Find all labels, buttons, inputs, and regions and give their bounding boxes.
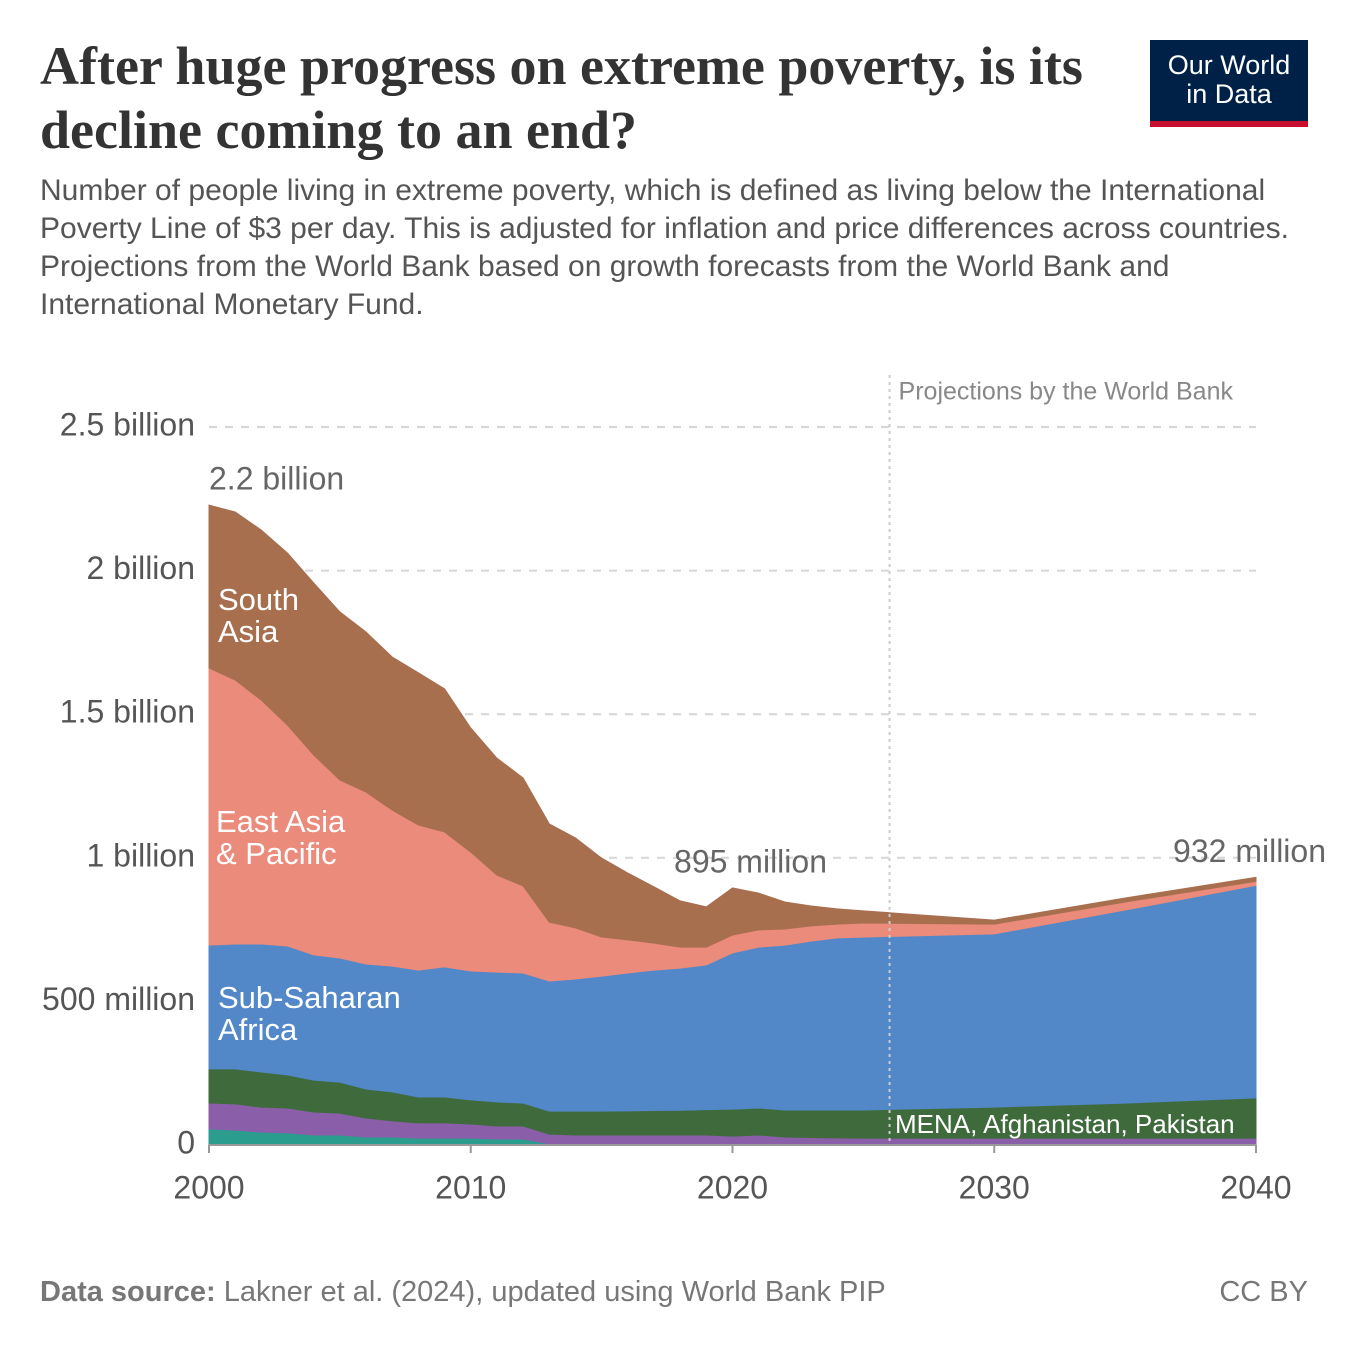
total-label: 895 million (674, 843, 827, 879)
x-tick-label: 2010 (435, 1169, 506, 1205)
source: Data source: Lakner et al. (2024), updat… (40, 1276, 886, 1309)
source-text: Lakner et al. (2024), updated using Worl… (223, 1276, 886, 1308)
series-label: Sub-Saharan Africa (218, 980, 401, 1047)
title: After huge progress on extreme poverty, … (40, 36, 1083, 160)
x-tick-label: 2020 (697, 1169, 768, 1205)
license[interactable]: CC BY (1219, 1276, 1308, 1308)
area (208, 504, 1257, 948)
x-tick-label: 2000 (173, 1169, 244, 1205)
projection-label: Projections by the World Bank (899, 378, 1234, 406)
series-label: South Asia (218, 582, 300, 649)
x-tick-label: 2030 (959, 1169, 1030, 1205)
y-tick-label: 0 (177, 1124, 195, 1160)
series-label: East Asia & Pacific (216, 804, 346, 871)
y-tick-label: 500 million (42, 981, 195, 1017)
series-label: MENA, Afghanistan, Pakistan (895, 1109, 1235, 1139)
subtitle: Number of people living in extreme pover… (40, 174, 1290, 321)
source-label: Data source: (40, 1276, 216, 1308)
x-tick-label: 2040 (1220, 1169, 1291, 1205)
logo[interactable]: Our World in Data (1150, 40, 1308, 127)
total-label: 932 million (1173, 833, 1326, 869)
y-tick-label: 1.5 billion (60, 694, 195, 730)
total-label: 2.2 billion (209, 461, 344, 497)
y-tick-label: 2.5 billion (60, 406, 195, 442)
y-tick-label: 1 billion (86, 837, 195, 873)
y-tick-label: 2 billion (86, 550, 195, 586)
